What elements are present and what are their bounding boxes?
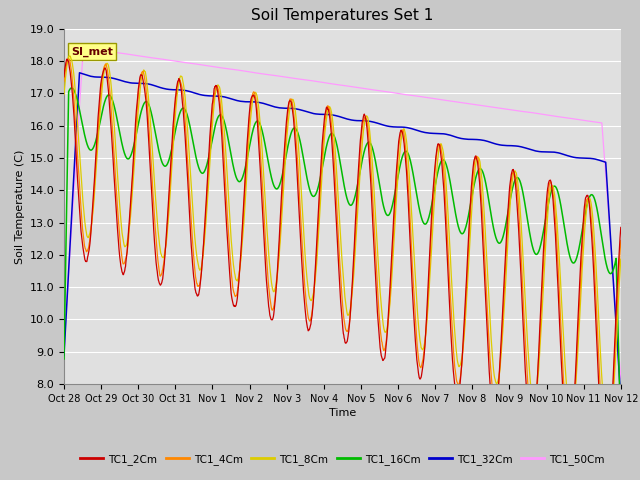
Title: Soil Temperatures Set 1: Soil Temperatures Set 1: [252, 9, 433, 24]
Text: SI_met: SI_met: [71, 47, 113, 57]
Y-axis label: Soil Temperature (C): Soil Temperature (C): [15, 149, 26, 264]
X-axis label: Time: Time: [329, 408, 356, 418]
Legend: TC1_2Cm, TC1_4Cm, TC1_8Cm, TC1_16Cm, TC1_32Cm, TC1_50Cm: TC1_2Cm, TC1_4Cm, TC1_8Cm, TC1_16Cm, TC1…: [76, 450, 609, 469]
